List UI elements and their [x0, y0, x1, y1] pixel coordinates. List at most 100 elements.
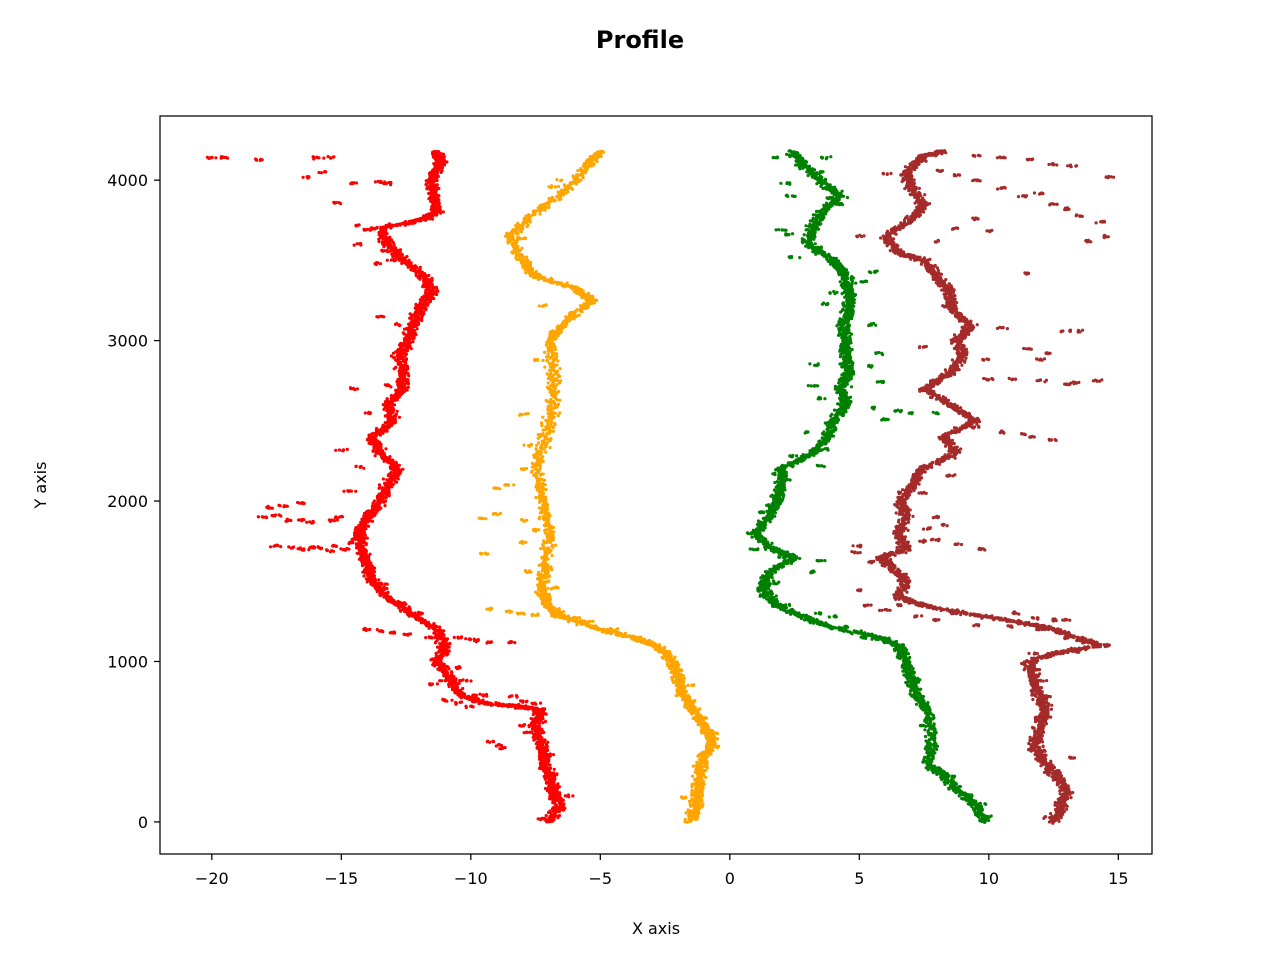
data-point — [700, 799, 704, 803]
data-point — [390, 630, 394, 634]
data-point — [481, 700, 485, 705]
data-point — [471, 693, 475, 698]
data-point — [287, 545, 291, 549]
data-point — [464, 637, 468, 641]
data-point — [469, 679, 473, 683]
data-point — [488, 640, 492, 645]
data-point — [536, 583, 540, 587]
data-point — [551, 753, 556, 757]
data-point — [420, 611, 424, 615]
data-point — [496, 703, 500, 707]
data-point — [383, 400, 387, 404]
data-point — [543, 786, 548, 791]
data-point — [368, 552, 372, 556]
data-point — [691, 774, 695, 778]
data-point — [361, 557, 365, 561]
data-point — [383, 481, 387, 485]
data-point — [355, 242, 359, 246]
data-point — [690, 797, 694, 801]
data-point — [527, 723, 531, 728]
data-point — [370, 519, 375, 523]
data-point — [328, 550, 332, 554]
data-point — [433, 656, 438, 660]
data-point — [674, 660, 678, 664]
data-point — [435, 682, 439, 686]
data-point — [335, 518, 339, 522]
data-point — [452, 635, 456, 640]
data-point — [337, 201, 341, 205]
data-point — [377, 486, 381, 490]
data-point — [557, 785, 562, 789]
data-point — [510, 640, 514, 644]
data-point — [549, 548, 553, 552]
data-point — [305, 520, 309, 524]
data-point — [563, 806, 567, 810]
data-point — [438, 642, 442, 646]
data-point — [401, 331, 405, 335]
data-point — [347, 542, 351, 546]
data-point — [333, 544, 338, 548]
data-point — [698, 707, 702, 711]
data-point — [392, 259, 396, 263]
data-point — [461, 686, 465, 691]
data-point — [407, 605, 411, 609]
data-point — [362, 228, 367, 232]
data-point — [302, 547, 306, 551]
data-point — [357, 223, 361, 227]
data-point — [338, 515, 342, 519]
data-point — [323, 170, 327, 174]
data-point — [701, 793, 705, 798]
data-point — [545, 745, 549, 749]
data-point — [663, 645, 667, 649]
data-point — [394, 350, 398, 354]
data-point — [478, 692, 482, 696]
data-point — [278, 504, 282, 508]
data-point — [399, 341, 403, 345]
data-point — [395, 409, 399, 413]
data-point — [566, 614, 570, 618]
data-point — [341, 548, 345, 552]
data-point — [448, 679, 452, 683]
data-point — [518, 705, 522, 710]
data-point — [543, 605, 547, 609]
data-point — [400, 261, 404, 265]
data-point — [434, 285, 438, 289]
data-point — [539, 701, 543, 705]
data-point — [459, 636, 463, 640]
data-point — [539, 764, 543, 768]
data-point — [395, 322, 399, 326]
data-point — [546, 586, 550, 590]
data-point — [456, 636, 460, 640]
data-point — [260, 158, 264, 162]
data-point — [375, 426, 379, 431]
data-point — [311, 520, 315, 525]
data-point — [518, 723, 522, 728]
data-point — [322, 156, 326, 160]
data-point — [349, 387, 353, 391]
data-point — [474, 693, 478, 697]
data-point — [433, 635, 437, 640]
data-point — [557, 607, 561, 611]
data-point — [467, 637, 472, 641]
data-point — [379, 225, 383, 229]
data-point — [563, 613, 567, 618]
data-point — [418, 265, 422, 269]
data-point — [535, 711, 539, 715]
data-point — [401, 467, 405, 471]
data-point — [317, 170, 321, 175]
data-point — [388, 235, 392, 239]
data-point — [386, 590, 390, 594]
data-point — [491, 739, 495, 744]
data-point — [312, 157, 316, 161]
data-point — [552, 773, 556, 777]
data-point — [575, 623, 579, 627]
data-point — [544, 814, 548, 818]
data-point — [571, 794, 575, 798]
data-point — [431, 657, 435, 661]
data-point — [389, 354, 393, 358]
data-point — [552, 812, 557, 816]
data-point — [396, 223, 400, 227]
data-point — [549, 565, 553, 569]
data-point — [541, 721, 545, 725]
data-point — [373, 226, 377, 230]
